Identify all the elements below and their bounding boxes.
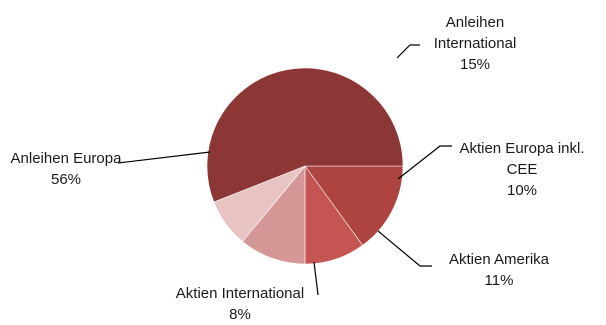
leader-lines-layer [117,44,452,296]
data-label-category: International [434,35,517,52]
slices-layer [206,67,404,265]
data-label-anleihen-international: Anleihen International 15% [434,14,517,73]
data-label-aktien-europa-inkl-cee: Aktien Europa inkl. CEE 10% [459,140,584,199]
data-label-aktien-amerika: Aktien Amerika 11% [449,251,550,289]
leader-line-aktien-europa-inkl-cee [397,145,452,180]
data-label-value: 10% [507,182,537,199]
leader-line-anleihen-europa [117,151,211,164]
data-labels-layer: Anleihen International 15% Aktien Europa in… [11,14,585,323]
data-label-value: 56% [51,171,81,188]
data-label-value: 11% [485,272,514,289]
data-label-category: Anleihen Europa [11,150,123,167]
leader-line-aktien-international [313,261,319,296]
data-label-value: 8% [229,306,251,320]
pie-slice-aktien-amerika [242,165,306,265]
data-label-anleihen-europa: Anleihen Europa 56% [11,150,123,188]
leader-line-aktien-amerika [377,230,432,267]
pie-slice-anleihen-europa [206,67,404,203]
leader-line-anleihen-international [396,44,420,59]
data-label-category: Aktien Amerika [449,251,550,268]
data-label-value: 15% [460,56,490,73]
data-label-aktien-international: Aktien International 8% [176,285,304,320]
data-label-category: Aktien Europa inkl. [459,140,584,157]
pie-slice-anleihen-international [304,165,404,246]
data-label-category: Anleihen [446,14,504,31]
data-label-category: Aktien International [176,285,304,302]
data-label-category: CEE [507,161,538,178]
